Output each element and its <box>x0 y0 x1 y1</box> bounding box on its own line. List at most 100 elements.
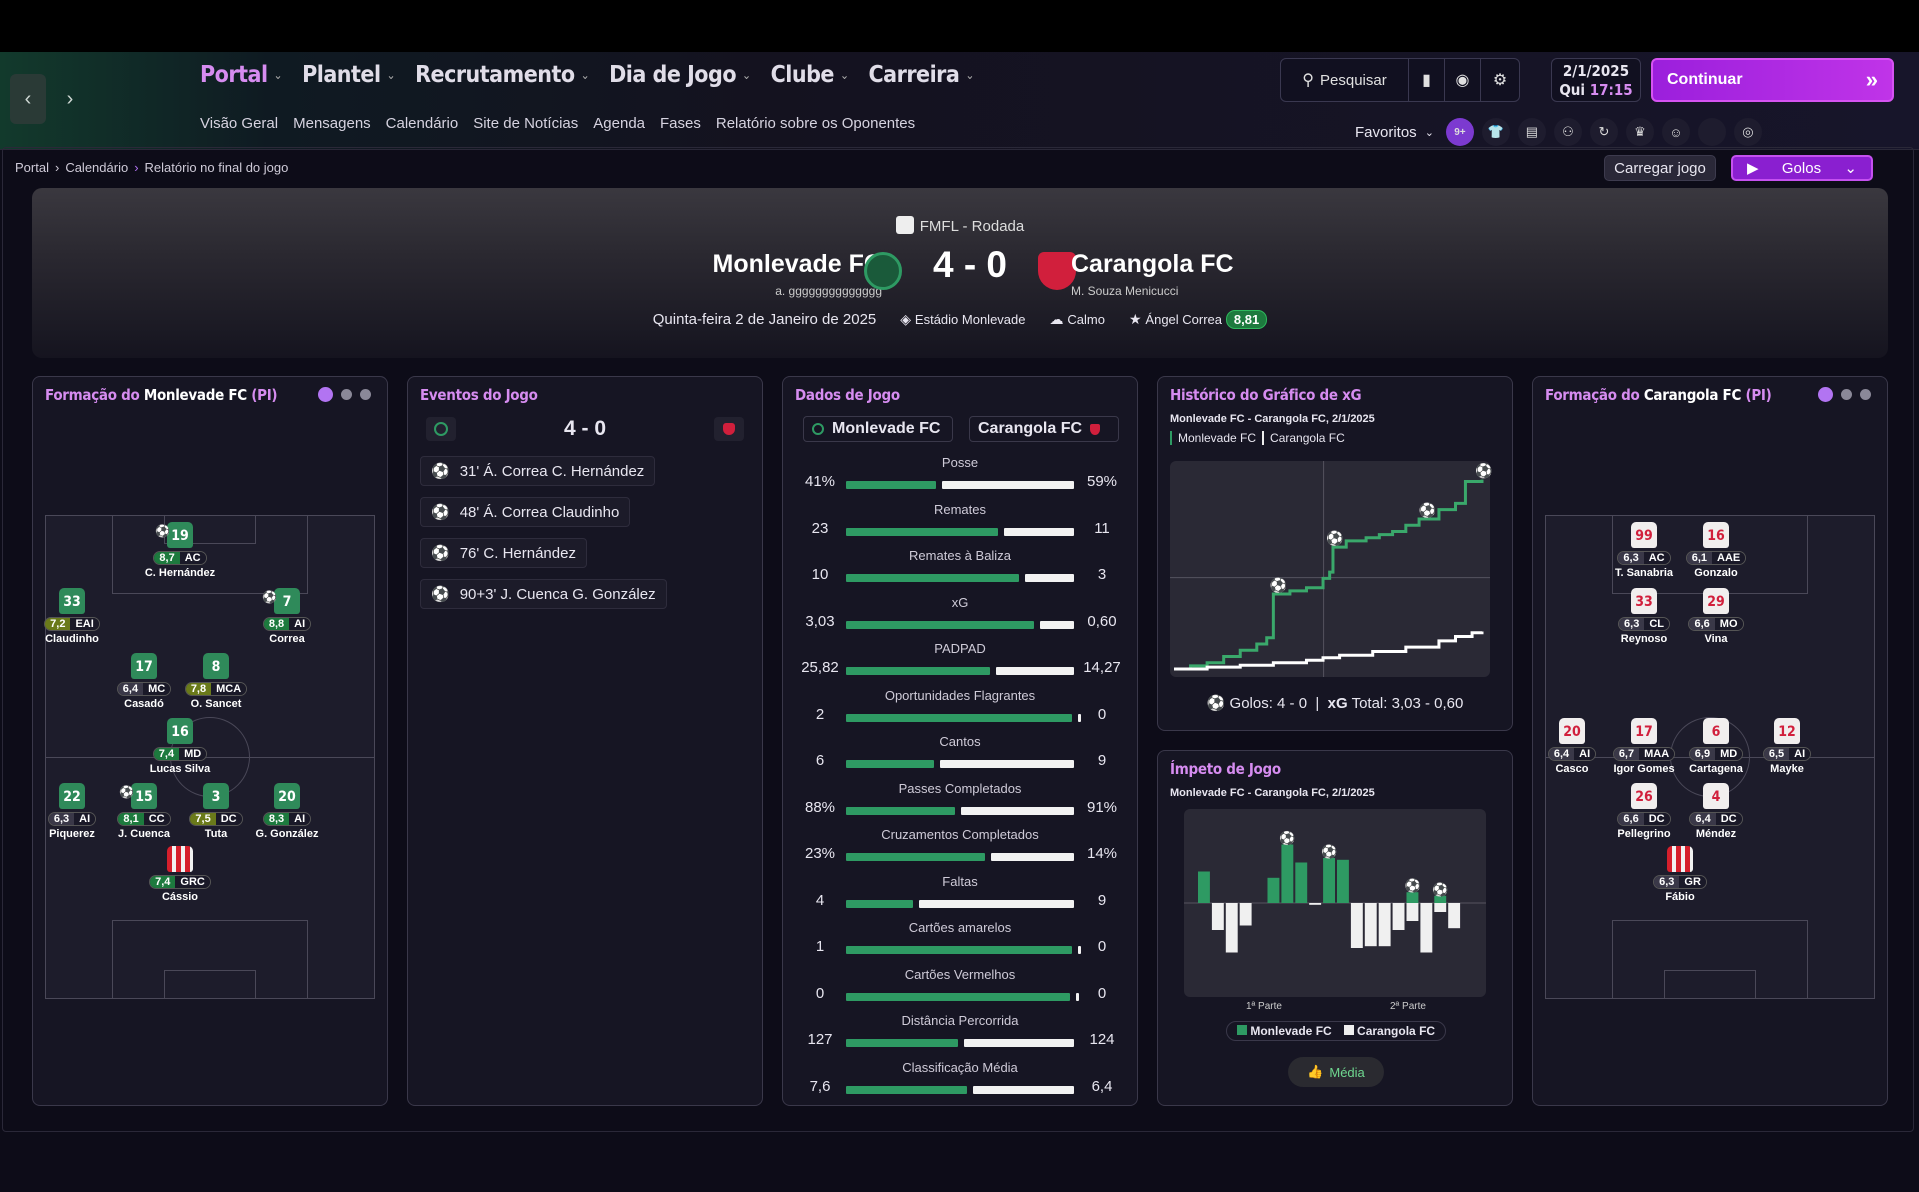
player-name: Lucas Silva <box>149 763 211 775</box>
player-10[interactable]: 20 8,3 AI G. González <box>242 783 332 840</box>
position-label: AI <box>289 618 311 630</box>
away-team-name[interactable]: Carangola FC <box>1071 250 1234 278</box>
settings-button[interactable]: ⚙ <box>1481 59 1519 101</box>
event-goal-2[interactable]: ⚽ 48' Á. Correa Claudinho <box>420 497 631 527</box>
player-10[interactable]: 4 6,4 DC Méndez <box>1671 783 1761 840</box>
crumb-calendario[interactable]: Calendário <box>65 160 129 175</box>
continue-button[interactable]: Continuar » <box>1651 58 1894 102</box>
group-icon[interactable]: ☺ <box>1661 118 1690 146</box>
stat-home-value: 3,03 <box>805 612 835 630</box>
back-button[interactable]: ‹ <box>10 74 46 124</box>
trophy-icon[interactable]: ♛ <box>1625 118 1654 146</box>
people-icon[interactable]: ⚇ <box>1553 118 1582 146</box>
player-5[interactable]: 8 7,8 MCA O. Sancet <box>171 653 261 710</box>
subnav-mensagens[interactable]: Mensagens <box>293 115 371 132</box>
player-3[interactable]: 7 ⚽ 8,8 AI Correa <box>242 588 332 645</box>
home-team-name[interactable]: Monlevade FC <box>712 250 882 278</box>
event-goal-1[interactable]: ⚽ 31' Á. Correa C. Hernández <box>420 456 656 486</box>
player-2[interactable]: 33 7,2 EAI Claudinho <box>27 588 117 645</box>
xg-line-away <box>1174 631 1484 671</box>
player-1[interactable]: 99 6,3 AC T. Sanabria <box>1599 522 1689 579</box>
crumb-portal[interactable]: Portal <box>15 160 49 175</box>
player-7[interactable]: 22 6,3 AI Piquerez <box>27 783 117 840</box>
stats-away-team[interactable]: Carangola FC <box>969 416 1119 442</box>
stat-away-bar <box>1039 620 1074 629</box>
shirt-icon: 7 <box>274 588 300 614</box>
player-4[interactable]: 17 6,4 MC Casadó <box>99 653 189 710</box>
stat-home-bar <box>846 481 937 489</box>
goals-button[interactable]: ▶ Golos ⌄ <box>1731 155 1873 181</box>
stat-away-value: 124 <box>1089 1031 1115 1048</box>
player-6[interactable]: 17 6,7 MAA Igor Gomes <box>1599 718 1689 775</box>
motm-name[interactable]: Ángel Correa <box>1145 312 1223 327</box>
nav-dia-de-jogo[interactable]: Dia de Jogo ⌄ <box>609 62 751 88</box>
event-goal-3[interactable]: ⚽ 76' C. Hernández <box>420 538 587 568</box>
player-rating: 8,3 AI <box>262 812 312 826</box>
stat-label: Cruzamentos Completados <box>881 827 1039 842</box>
nav-recrutamento[interactable]: Recrutamento ⌄ <box>415 62 590 88</box>
player-11[interactable]: 7,4 GRC Cássio <box>135 846 225 903</box>
play-icon: ▶ <box>1747 160 1759 177</box>
load-game-button[interactable]: Carregar jogo <box>1604 155 1716 181</box>
player-8[interactable]: 15 ⚽ 8,1 CC J. Cuenca <box>99 783 189 840</box>
event-goal-4[interactable]: ⚽ 90+3' J. Cuenca G. González <box>420 579 667 609</box>
subnav-fases[interactable]: Fases <box>660 115 701 132</box>
subnav-visao-geral[interactable]: Visão Geral <box>200 115 279 132</box>
bookmark-button[interactable]: ▮ <box>1409 59 1445 101</box>
subnav-relatorio[interactable]: Relatório sobre os Oponentes <box>715 115 916 132</box>
player-rating: 8,8 AI <box>262 617 312 631</box>
away-manager[interactable]: M. Souza Menicucci <box>1071 284 1179 298</box>
search-button[interactable]: ⚲ Pesquisar <box>1281 59 1409 101</box>
content-frame <box>2 147 1914 1132</box>
star-icon: ★ <box>1128 311 1142 327</box>
nav-carreira[interactable]: Carreira ⌄ <box>868 62 975 88</box>
player-name: Gonzalo <box>1694 567 1738 579</box>
date-box[interactable]: 2/1/2025 Qui 17:15 <box>1551 58 1641 102</box>
player-9[interactable]: 26 6,6 DC Pellegrino <box>1599 783 1689 840</box>
nav-plantel[interactable]: Plantel ⌄ <box>302 62 396 88</box>
crumb-current: Relatório no final do jogo <box>144 160 289 175</box>
nav-clube[interactable]: Clube ⌄ <box>770 62 849 88</box>
player-name: Casco <box>1555 763 1589 775</box>
player-8[interactable]: 12 6,5 AI Mayke <box>1742 718 1832 775</box>
clipboard-icon[interactable]: ▤ <box>1517 118 1546 146</box>
player-5[interactable]: 20 6,4 AI Casco <box>1527 718 1617 775</box>
panel-title: Histórico do Gráfico de xG <box>1170 386 1362 404</box>
subnav-agenda[interactable]: Agenda <box>593 115 645 132</box>
current-day: Qui <box>1559 81 1586 99</box>
subnav-noticias[interactable]: Site de Notícias <box>473 115 579 132</box>
pitch: 99 6,3 AC T. Sanabria 16 6,1 AAE Gonzalo 33 6,3 CL… <box>1545 515 1875 999</box>
stat-home-bar <box>846 713 1072 722</box>
average-button[interactable]: 👍 Média <box>1288 1057 1384 1087</box>
player-4[interactable]: 29 6,6 MO Vina <box>1671 588 1761 645</box>
player-6[interactable]: 16 7,4 MD Lucas Silva <box>135 718 225 775</box>
player-11[interactable]: 6,3 GR Fábio <box>1635 846 1725 903</box>
ball-icon: ⚽ <box>431 586 450 603</box>
subnav-calendario[interactable]: Calendário <box>385 115 459 132</box>
home-manager[interactable]: a. gggggggggggggg <box>775 284 882 298</box>
player-rating: 7,8 MCA <box>184 682 248 696</box>
page-dots[interactable] <box>1818 387 1871 402</box>
player-7[interactable]: 6 6,9 MD Cartagena <box>1671 718 1761 775</box>
player-1[interactable]: 19 ⚽ 8,7 AC C. Hernández <box>135 522 225 579</box>
player-2[interactable]: 16 6,1 AAE Gonzalo <box>1671 522 1761 579</box>
second-half-label: 2ª Parte <box>1390 1001 1426 1012</box>
player-rating: 6,4 AI <box>1547 747 1597 761</box>
away-formation-panel: Formação do Carangola FC (PI) 99 6,3 AC T. … <box>1532 376 1888 1106</box>
stats-home-team[interactable]: Monlevade FC <box>803 416 953 442</box>
inbox-badge-icon[interactable]: 9+ <box>1445 118 1474 146</box>
favorites-dropdown[interactable]: Favoritos <box>1355 123 1417 141</box>
globe-button[interactable]: ◉ <box>1445 59 1481 101</box>
player-9[interactable]: 3 7,5 DC Tuta <box>171 783 261 840</box>
match-header: FMFL - Rodada Monlevade FC a. gggggggggg… <box>32 188 1888 358</box>
forward-button[interactable]: › <box>66 87 74 110</box>
refresh-icon[interactable]: ↻ <box>1589 118 1618 146</box>
empty-slot-icon[interactable] <box>1697 118 1726 146</box>
page-dots[interactable] <box>318 387 371 402</box>
player-3[interactable]: 33 6,3 CL Reynoso <box>1599 588 1689 645</box>
stadium[interactable]: Estádio Monlevade <box>914 312 1026 327</box>
shirt-icon[interactable]: 👕 <box>1481 118 1510 146</box>
panel-title: Dados de Jogo <box>795 386 900 404</box>
target-icon[interactable]: ◎ <box>1733 118 1762 146</box>
nav-portal[interactable]: Portal ⌄ <box>200 62 283 88</box>
